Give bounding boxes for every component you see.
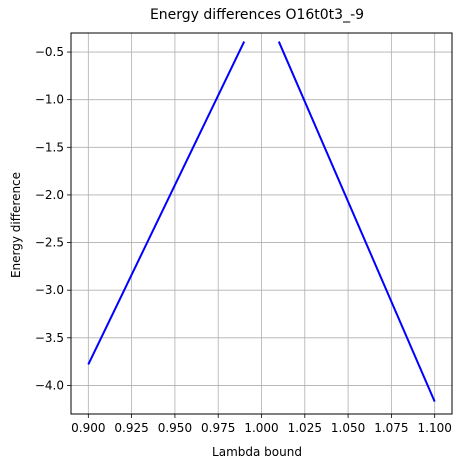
y-axis: −4.0 −3.5 −3.0 −2.5 −2.0 −1.5 −1.0 −0.5 xyxy=(35,45,71,392)
x-tick-label: 0.950 xyxy=(158,421,192,435)
x-tick-label: 1.025 xyxy=(288,421,322,435)
x-tick-label: 1.000 xyxy=(244,421,278,435)
x-tick-label: 0.925 xyxy=(114,421,148,435)
y-tick-label: −4.0 xyxy=(35,378,64,392)
x-axis: 0.900 0.925 0.950 0.975 1.000 1.025 1.050 1.075… xyxy=(71,414,452,435)
y-tick-label: −2.5 xyxy=(35,236,64,250)
y-tick-label: −0.5 xyxy=(35,45,64,59)
y-axis-label: Energy difference xyxy=(9,172,23,278)
x-axis-label: Lambda bound xyxy=(212,445,302,459)
y-tick-label: −1.5 xyxy=(35,140,64,154)
y-tick-label: −2.0 xyxy=(35,188,64,202)
y-tick-label: −1.0 xyxy=(35,93,64,107)
series-line-2 xyxy=(277,41,436,403)
x-tick-label: 1.050 xyxy=(331,421,365,435)
y-tick-label: −3.0 xyxy=(35,283,64,297)
x-tick-label: 0.900 xyxy=(71,421,105,435)
series-line-1 xyxy=(87,41,246,365)
x-tick-label: 1.075 xyxy=(374,421,408,435)
y-tick-label: −3.5 xyxy=(35,331,64,345)
grid xyxy=(71,33,452,414)
x-tick-label: 0.975 xyxy=(201,421,235,435)
series-layer xyxy=(87,41,436,403)
chart-title: Energy differences O16t0t3_-9 xyxy=(150,7,364,23)
x-tick-label: 1.100 xyxy=(418,421,452,435)
